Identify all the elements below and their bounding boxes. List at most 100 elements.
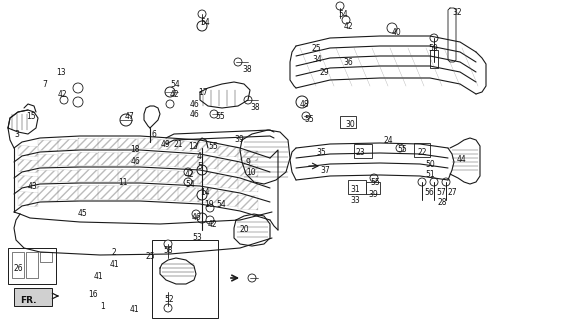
Text: 39: 39 [234,135,244,144]
Bar [430,50,438,68]
Circle shape [206,204,214,212]
Text: 52: 52 [164,295,173,304]
Bar [14,288,52,306]
Text: 2: 2 [111,248,116,257]
Circle shape [184,168,192,176]
Text: 11: 11 [118,178,128,187]
Circle shape [442,178,450,186]
Text: 44: 44 [457,155,467,164]
Text: 41: 41 [110,260,120,269]
Circle shape [120,114,132,126]
Bar [340,116,356,128]
Text: 51: 51 [425,170,434,179]
Text: 21: 21 [174,140,184,149]
Text: 36: 36 [343,58,353,67]
Text: 42: 42 [170,90,180,99]
Text: 55: 55 [304,115,314,124]
Circle shape [164,304,172,312]
Text: 40: 40 [392,28,402,37]
Text: 50: 50 [425,160,434,169]
Text: 26: 26 [14,264,24,273]
Bar [12,252,24,278]
Text: 46: 46 [131,157,141,166]
Circle shape [206,216,214,224]
Text: 45: 45 [78,209,88,218]
Text: 1: 1 [100,302,105,311]
Text: 54: 54 [338,10,347,19]
Circle shape [166,100,174,108]
Bar [348,180,366,194]
Text: 22: 22 [418,148,428,157]
Text: 49: 49 [161,140,171,149]
Text: 14: 14 [200,188,210,197]
Circle shape [370,174,378,182]
Text: 38: 38 [242,65,251,74]
Bar [8,248,56,284]
Text: 42: 42 [58,90,68,99]
Text: 55: 55 [208,142,218,151]
Text: 57: 57 [436,188,446,197]
Text: 20: 20 [240,225,250,234]
Bar [40,252,52,262]
Bar [366,182,380,194]
Circle shape [387,23,397,33]
Circle shape [192,210,200,218]
Text: 34: 34 [312,55,321,64]
Circle shape [197,190,207,200]
Circle shape [336,2,344,10]
Circle shape [248,274,256,282]
Text: 54: 54 [216,200,226,209]
Text: 54: 54 [200,18,210,27]
Circle shape [210,110,218,118]
Text: 12: 12 [188,142,198,151]
Text: 6: 6 [152,130,157,139]
Text: 58: 58 [163,246,173,255]
Circle shape [234,58,242,66]
Text: 55: 55 [370,178,380,187]
Text: 32: 32 [452,8,462,17]
Text: 33: 33 [350,196,360,205]
Text: 43: 43 [28,182,38,191]
Text: 56: 56 [424,188,434,197]
Text: 30: 30 [345,120,355,129]
Text: 10: 10 [246,168,255,177]
Circle shape [164,240,172,248]
Text: 53: 53 [192,233,202,242]
Text: 27: 27 [448,188,458,197]
Text: 42: 42 [185,170,194,179]
Text: 46: 46 [192,213,202,222]
Circle shape [197,21,207,31]
Text: 47: 47 [125,112,134,121]
Circle shape [197,213,207,223]
Text: 4: 4 [197,152,202,161]
Text: 3: 3 [14,130,19,139]
Text: 42: 42 [208,220,218,229]
Circle shape [302,112,310,120]
Circle shape [342,16,350,24]
Text: 48: 48 [300,100,310,109]
Text: 15: 15 [26,112,36,121]
Text: FR.: FR. [20,296,37,305]
Text: 28: 28 [438,198,447,207]
Circle shape [396,144,404,152]
Text: 35: 35 [316,148,326,157]
Text: 54: 54 [170,80,180,89]
Circle shape [430,178,438,186]
Text: 59: 59 [428,44,438,53]
Text: 39: 39 [368,190,378,199]
Circle shape [418,178,426,186]
Text: 25: 25 [145,252,155,261]
Bar [414,143,430,157]
Text: 18: 18 [130,145,140,154]
Bar [26,252,38,278]
Text: 46: 46 [190,100,200,109]
Circle shape [60,96,68,104]
Text: 38: 38 [250,103,260,112]
Text: 54: 54 [185,180,195,189]
Text: 25: 25 [312,44,321,53]
Circle shape [198,10,206,18]
Text: 13: 13 [56,68,66,77]
Circle shape [184,178,192,186]
Text: 9: 9 [246,158,251,167]
Text: 55: 55 [215,112,225,121]
